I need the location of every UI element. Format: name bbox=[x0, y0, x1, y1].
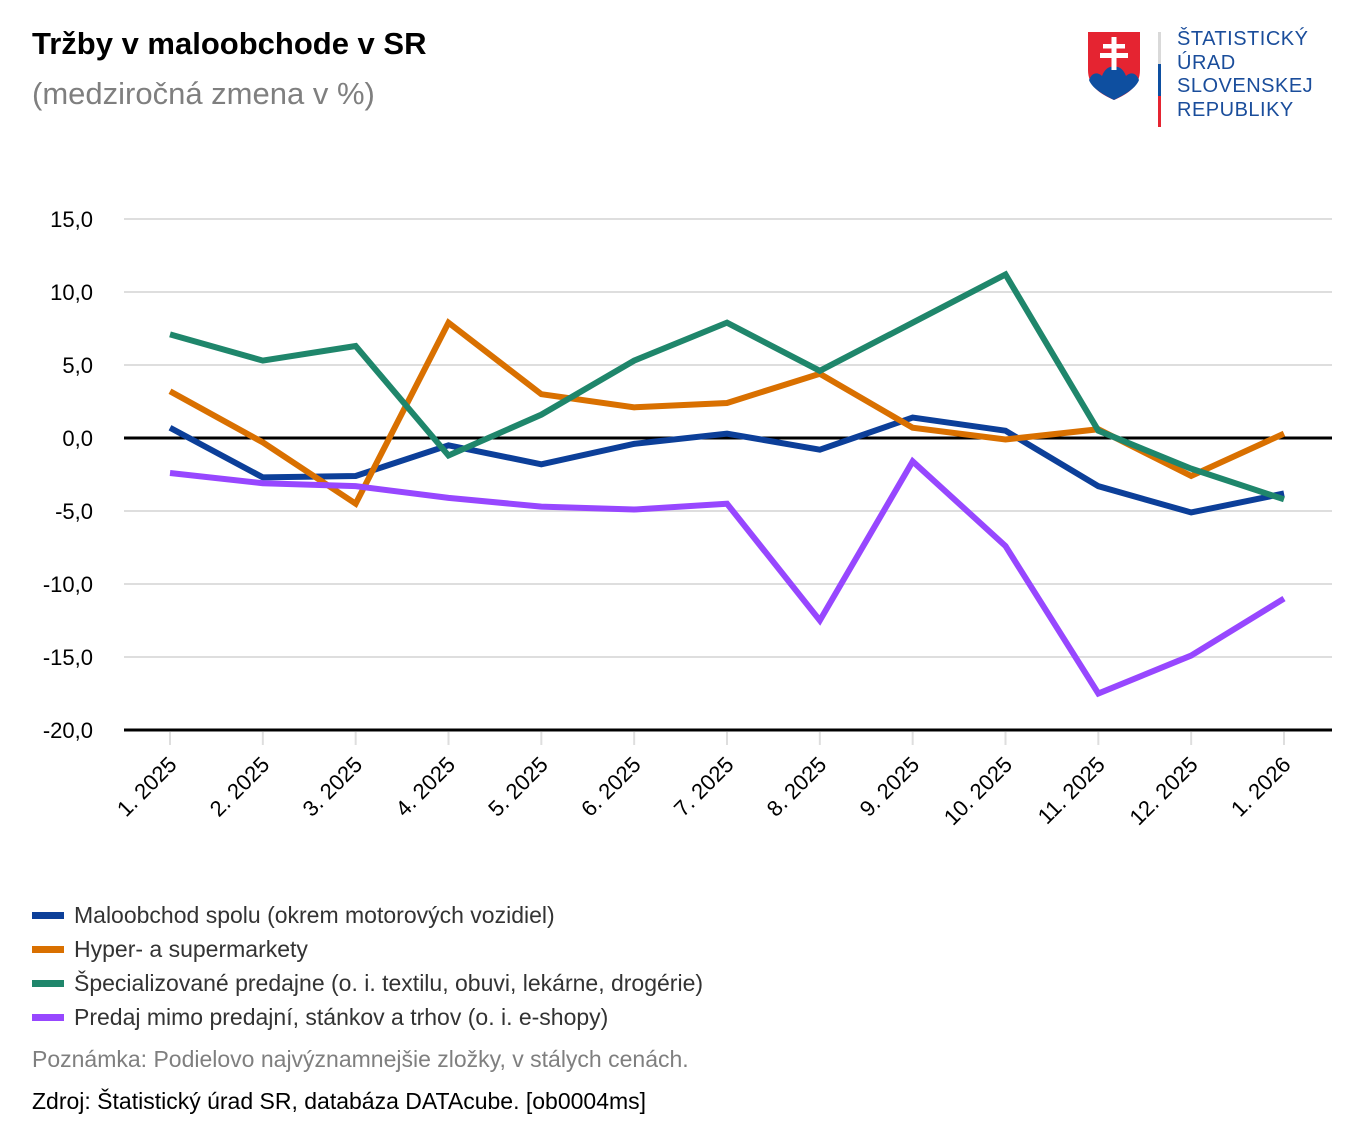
x-tick-label: 9. 2025 bbox=[855, 752, 925, 822]
logo-line: REPUBLIKY bbox=[1177, 98, 1294, 121]
series-line-3 bbox=[169, 456, 1286, 698]
series-line-2 bbox=[169, 270, 1285, 503]
legend-item: Špecializované predajne (o. i. textilu, … bbox=[32, 966, 703, 1000]
y-tick-label: -20,0 bbox=[43, 718, 93, 743]
x-tick-label: 1. 2026 bbox=[1226, 752, 1296, 822]
x-tick-label: 10. 2025 bbox=[939, 752, 1017, 830]
slovak-coat-of-arms-icon bbox=[1088, 32, 1161, 127]
logo-line: ŠTATISTICKÝ bbox=[1177, 28, 1309, 50]
y-tick-label: 0,0 bbox=[62, 426, 93, 451]
x-tick-label: 11. 2025 bbox=[1033, 752, 1110, 829]
legend-label: Maloobchod spolu (okrem motorových vozid… bbox=[74, 901, 555, 928]
legend-swatch bbox=[32, 1013, 64, 1021]
y-tick-label: 10,0 bbox=[50, 280, 93, 305]
x-tick-label: 2. 2025 bbox=[205, 752, 275, 822]
chart-source: Zdroj: Štatistický úrad SR, databáza DAT… bbox=[32, 1088, 647, 1114]
gridlines bbox=[124, 218, 1332, 732]
y-tick-label: 15,0 bbox=[50, 207, 93, 232]
legend-item: Predaj mimo predajní, stánkov a trhov (o… bbox=[32, 1000, 703, 1034]
x-tick-label: 5. 2025 bbox=[483, 752, 553, 822]
legend-swatch bbox=[32, 945, 64, 953]
x-tick-label: 3. 2025 bbox=[298, 752, 368, 822]
legend-label: Hyper- a supermarkety bbox=[74, 935, 308, 962]
legend-item: Hyper- a supermarkety bbox=[32, 932, 703, 966]
line-chart: 15,0 10,0 5,0 0,0 -5,0 -10,0 -15,0 -20,0 1. 202… bbox=[43, 207, 1332, 830]
legend-label: Predaj mimo predajní, stánkov a trhov (o… bbox=[74, 1003, 609, 1030]
legend-swatch bbox=[32, 979, 64, 987]
x-tick-label: 1. 2025 bbox=[112, 752, 182, 822]
y-tick-label: -5,0 bbox=[55, 499, 93, 524]
x-tick-label: 4. 2025 bbox=[390, 752, 460, 822]
legend-label: Špecializované predajne (o. i. textilu, … bbox=[74, 969, 704, 996]
y-tick-label: -15,0 bbox=[43, 645, 93, 670]
chart-subtitle: (medziročná zmena v %) bbox=[32, 76, 375, 111]
y-tick-label: 5,0 bbox=[62, 353, 93, 378]
x-axis-ticks: 1. 2025 2. 2025 3. 2025 4. 2025 5. 2025 6. 20… bbox=[112, 732, 1296, 830]
statistical-office-logo: ŠTATISTICKÝ ÚRAD SLOVENSKEJ REPUBLIKY bbox=[1086, 28, 1336, 132]
x-tick-label: 6. 2025 bbox=[576, 752, 646, 822]
logo-text: ŠTATISTICKÝ ÚRAD SLOVENSKEJ REPUBLIKY bbox=[1177, 28, 1313, 122]
legend: Maloobchod spolu (okrem motorových vozid… bbox=[32, 898, 703, 1034]
chart-note: Poznámka: Podielovo najvýznamnejšie zlož… bbox=[32, 1046, 689, 1072]
series-line-0 bbox=[168, 414, 1285, 516]
x-tick-label: 8. 2025 bbox=[762, 752, 832, 822]
x-tick-label: 12. 2025 bbox=[1124, 752, 1202, 830]
series-lines bbox=[168, 270, 1286, 698]
y-axis-ticks: 15,0 10,0 5,0 0,0 -5,0 -10,0 -15,0 -20,0 bbox=[43, 207, 93, 743]
x-tick-label: 7. 2025 bbox=[669, 752, 739, 822]
logo-line: SLOVENSKEJ bbox=[1177, 75, 1314, 97]
logo-line: ÚRAD bbox=[1177, 51, 1236, 74]
legend-item: Maloobchod spolu (okrem motorových vozid… bbox=[32, 898, 703, 932]
chart-title: Tržby v maloobchode v SR bbox=[32, 26, 427, 61]
legend-swatch bbox=[32, 911, 64, 919]
y-tick-label: -10,0 bbox=[43, 572, 93, 597]
